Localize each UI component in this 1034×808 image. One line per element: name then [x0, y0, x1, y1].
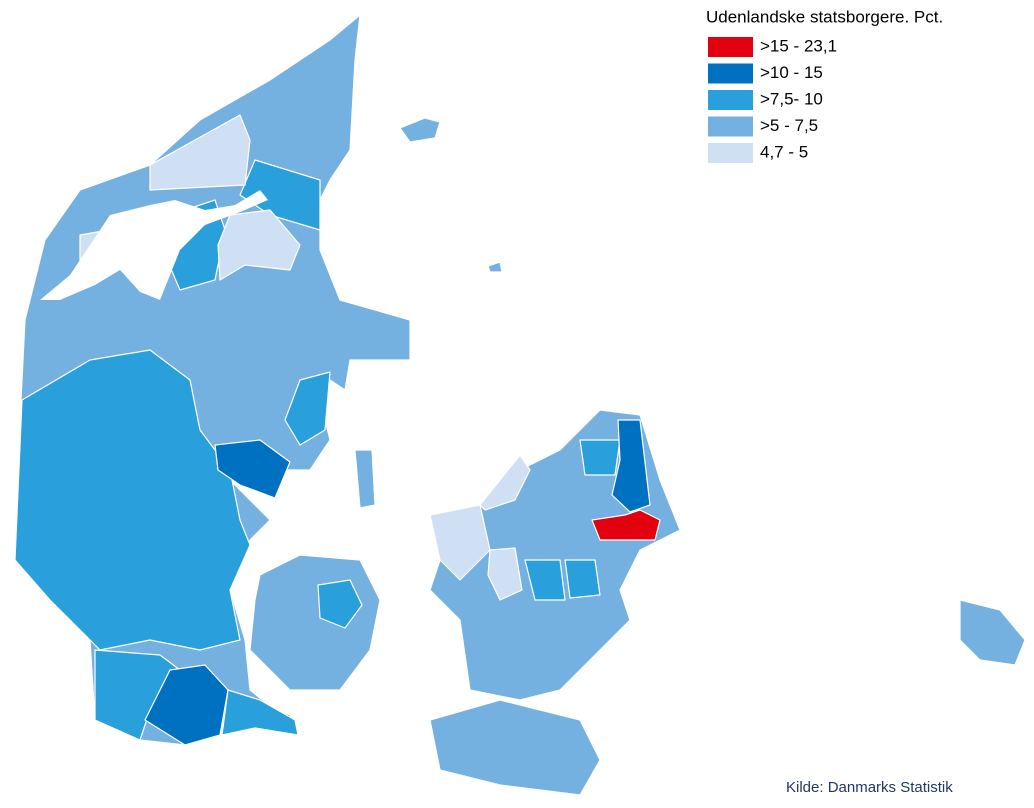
region [317, 579, 363, 629]
fjord [40, 190, 268, 300]
region [221, 689, 299, 736]
region [284, 371, 331, 446]
legend-label: 4,7 - 5 [760, 142, 808, 161]
legend-swatch [708, 143, 753, 163]
legend: >15 - 23,1 >10 - 15 >7,5- 10 >5 - 7,5 4,7 - … [708, 36, 837, 163]
source: Kilde: Danmarks Statistik [786, 779, 953, 796]
legend-swatch [708, 116, 753, 137]
region [564, 559, 601, 599]
region [479, 454, 531, 511]
map-regions [14, 14, 1026, 796]
region [487, 261, 503, 273]
legend-swatch [708, 90, 753, 110]
region [579, 439, 621, 476]
legend-swatch [708, 37, 753, 57]
region [354, 449, 376, 509]
region [214, 439, 291, 499]
region [14, 349, 251, 651]
legend-title: Udenlandske statsborgere. Pct. [706, 7, 943, 26]
region [429, 699, 601, 796]
region [429, 504, 491, 581]
region [591, 509, 661, 541]
region [959, 599, 1026, 666]
region [249, 554, 381, 691]
region [217, 209, 301, 281]
legend-label: >7,5- 10 [760, 89, 823, 108]
legend-label: >10 - 15 [760, 63, 823, 82]
region [239, 159, 321, 231]
region [149, 114, 251, 191]
region [399, 117, 441, 143]
legend-label: >5 - 7,5 [760, 116, 818, 135]
region [524, 559, 566, 601]
region [611, 419, 651, 513]
legend-swatch [708, 63, 753, 84]
region [487, 547, 523, 601]
legend-label: >15 - 23,1 [760, 36, 837, 55]
